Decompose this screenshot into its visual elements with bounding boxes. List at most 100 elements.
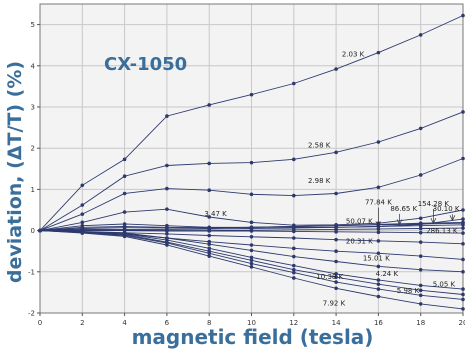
y-axis-label-wrap: deviation, (ΔT/T) (%) bbox=[0, 22, 30, 322]
data-point bbox=[165, 232, 169, 236]
series-label: 154.28 K bbox=[418, 200, 450, 208]
y-tick-label: 3 bbox=[31, 104, 35, 112]
data-point bbox=[334, 150, 338, 155]
data-point bbox=[292, 270, 296, 275]
data-point bbox=[418, 126, 423, 131]
data-point bbox=[122, 174, 127, 179]
data-point bbox=[249, 265, 254, 269]
series-label: 10.38 K bbox=[316, 273, 343, 281]
data-point bbox=[292, 267, 296, 272]
series-label: 2.98 K bbox=[308, 177, 331, 185]
data-point bbox=[122, 157, 127, 162]
data-point bbox=[165, 207, 169, 211]
data-point bbox=[292, 276, 296, 280]
data-point bbox=[418, 293, 423, 298]
data-point bbox=[122, 210, 127, 214]
series-label: 5.98 K bbox=[397, 287, 420, 295]
data-point bbox=[165, 243, 169, 247]
chart-title: CX-1050 bbox=[104, 54, 188, 75]
series-label: 3.47 K bbox=[204, 210, 227, 218]
data-point bbox=[80, 183, 85, 188]
data-point bbox=[165, 229, 169, 233]
data-point bbox=[249, 261, 254, 266]
data-point bbox=[461, 297, 465, 302]
data-point bbox=[292, 81, 296, 86]
data-point bbox=[461, 292, 465, 297]
data-point bbox=[376, 264, 381, 269]
data-point bbox=[461, 223, 465, 227]
data-point bbox=[461, 287, 465, 291]
data-point bbox=[461, 307, 465, 311]
x-tick-label: 14 bbox=[332, 319, 341, 327]
series-label: 7.92 K bbox=[323, 300, 346, 308]
data-point bbox=[334, 230, 338, 234]
data-point bbox=[334, 275, 338, 279]
data-point bbox=[461, 231, 465, 235]
data-point bbox=[80, 203, 85, 207]
data-point bbox=[249, 243, 254, 247]
data-point bbox=[80, 231, 85, 235]
data-point bbox=[376, 239, 381, 243]
data-point bbox=[376, 140, 381, 144]
data-point bbox=[292, 193, 296, 198]
annotation-arrow-head bbox=[430, 218, 437, 224]
series-label: 86.65 K bbox=[390, 205, 417, 213]
data-point bbox=[461, 217, 465, 221]
x-tick-label: 4 bbox=[122, 319, 127, 327]
data-point bbox=[461, 110, 465, 114]
data-point bbox=[38, 228, 42, 233]
data-point bbox=[418, 223, 423, 228]
series-label: 15.01 K bbox=[363, 254, 390, 262]
data-point bbox=[292, 254, 296, 259]
data-point bbox=[292, 263, 296, 268]
data-point bbox=[207, 254, 211, 258]
data-point bbox=[207, 246, 211, 251]
data-point bbox=[376, 185, 381, 190]
data-point bbox=[461, 257, 465, 262]
series-label: 2.03 K bbox=[342, 51, 365, 59]
data-point bbox=[207, 239, 211, 244]
data-point bbox=[249, 248, 254, 253]
x-tick-label: 6 bbox=[165, 319, 170, 327]
data-point bbox=[207, 215, 211, 219]
data-point bbox=[418, 33, 423, 37]
data-point bbox=[292, 236, 296, 240]
x-tick-label: 16 bbox=[374, 319, 383, 327]
data-point bbox=[165, 163, 169, 168]
x-tick-label: 0 bbox=[38, 319, 42, 327]
data-point bbox=[207, 229, 211, 233]
y-tick-label: 1 bbox=[31, 186, 35, 194]
annotation-arrow-head bbox=[375, 221, 382, 228]
data-point bbox=[418, 226, 423, 231]
data-point bbox=[334, 286, 338, 291]
data-point bbox=[292, 229, 296, 234]
data-point bbox=[334, 67, 338, 71]
data-point bbox=[207, 242, 211, 246]
x-axis-label: magnetic field (tesla) bbox=[131, 325, 374, 349]
series-label: 30.10 K bbox=[433, 205, 460, 213]
data-point bbox=[122, 222, 127, 226]
data-point bbox=[461, 13, 465, 18]
y-tick-label: -2 bbox=[28, 310, 35, 318]
data-point bbox=[376, 251, 381, 256]
data-point bbox=[418, 173, 423, 177]
y-axis-label: deviation, (ΔT/T) (%) bbox=[4, 60, 27, 284]
data-point bbox=[207, 161, 211, 166]
data-point bbox=[418, 230, 423, 235]
data-point bbox=[80, 212, 85, 216]
data-point bbox=[461, 241, 465, 246]
data-point bbox=[376, 287, 381, 291]
y-tick-label: 5 bbox=[31, 21, 35, 29]
series-label: 4.24 K bbox=[376, 270, 399, 278]
y-tick-label: 0 bbox=[31, 227, 35, 235]
data-point bbox=[207, 188, 211, 193]
data-point bbox=[461, 208, 465, 212]
data-point bbox=[418, 288, 423, 293]
data-point bbox=[334, 249, 338, 253]
data-point bbox=[376, 50, 381, 55]
data-point bbox=[376, 282, 381, 286]
series-label: 20.31 K bbox=[346, 237, 373, 245]
data-point bbox=[165, 114, 169, 118]
